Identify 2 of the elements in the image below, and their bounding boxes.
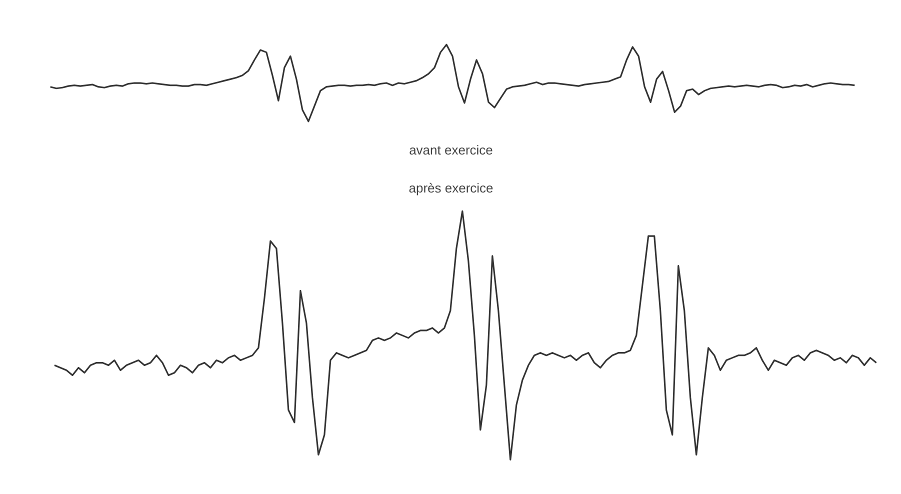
x-axis-title: avant exercice bbox=[409, 142, 493, 158]
chart-title: après exercice bbox=[408, 180, 494, 196]
